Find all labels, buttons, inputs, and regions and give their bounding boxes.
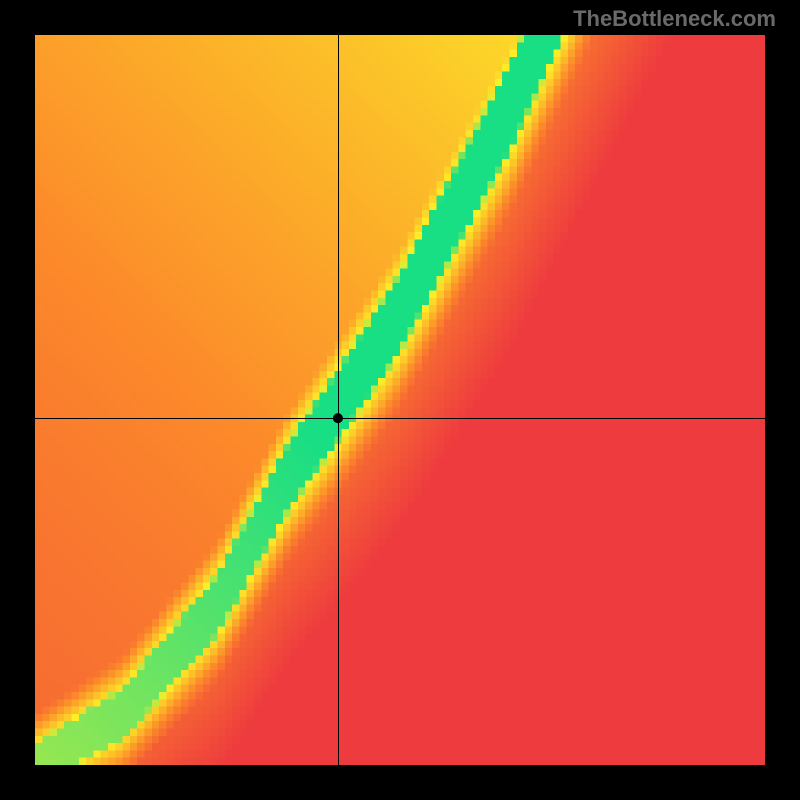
crosshair-overlay	[35, 35, 765, 765]
watermark-text: TheBottleneck.com	[573, 6, 776, 32]
plot-area	[35, 35, 765, 765]
chart-container: TheBottleneck.com	[0, 0, 800, 800]
